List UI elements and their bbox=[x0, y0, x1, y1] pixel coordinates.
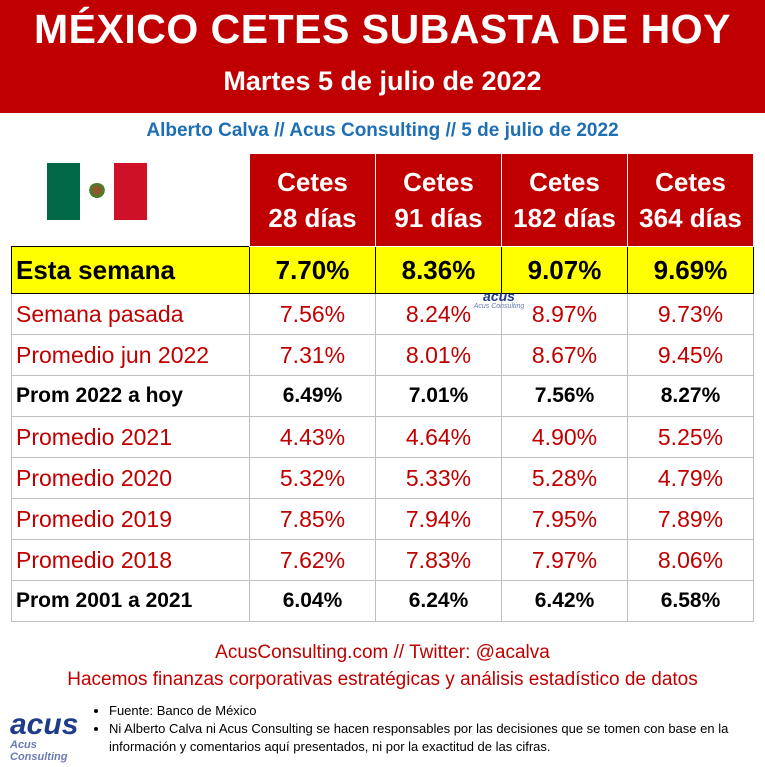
rate-cell: 5.32% bbox=[249, 457, 376, 499]
footnote-disclaimer: Ni Alberto Calva ni Acus Consulting se h… bbox=[109, 720, 765, 756]
rate-cell: 8.36% bbox=[375, 246, 502, 294]
row-label: Promedio 2018 bbox=[11, 539, 250, 581]
table-row-promedio-2019: Promedio 2019 7.85% 7.94% 7.95% 7.89% bbox=[11, 498, 754, 540]
column-header-182: Cetes 182 días bbox=[501, 153, 628, 247]
column-header-364: Cetes 364 días bbox=[627, 153, 754, 247]
rate-cell: 7.56% bbox=[501, 375, 628, 417]
row-label: Semana pasada bbox=[11, 293, 250, 335]
header-blank-cell bbox=[12, 154, 250, 247]
rate-cell: 9.07% bbox=[501, 246, 628, 294]
rate-cell: 9.69% bbox=[627, 246, 754, 294]
rate-cell: 6.49% bbox=[249, 375, 376, 417]
rate-cell: 7.01% bbox=[375, 375, 502, 417]
rate-cell: 7.97% bbox=[501, 539, 628, 581]
rate-cell: 6.58% bbox=[627, 580, 754, 622]
rate-cell: 7.70% bbox=[249, 246, 376, 294]
rate-cell: 7.62% bbox=[249, 539, 376, 581]
row-label: Promedio 2020 bbox=[11, 457, 250, 499]
eagle-emblem-icon bbox=[87, 182, 106, 201]
footnotes: Fuente: Banco de México Ni Alberto Calva… bbox=[92, 702, 765, 756]
rate-cell: 8.01% bbox=[375, 334, 502, 376]
byline: Alberto Calva // Acus Consulting // 5 de… bbox=[146, 120, 619, 141]
column-header-91: Cetes 91 días bbox=[375, 153, 502, 247]
page-subtitle: Martes 5 de julio de 2022 bbox=[223, 66, 542, 96]
title-banner: MÉXICO CETES SUBASTA DE HOY Martes 5 de … bbox=[0, 0, 765, 113]
rate-cell: 5.28% bbox=[501, 457, 628, 499]
rate-cell: 5.33% bbox=[375, 457, 502, 499]
rate-cell: 4.79% bbox=[627, 457, 754, 499]
rate-cell: 8.27% bbox=[627, 375, 754, 417]
contact-line: AcusConsulting.com // Twitter: @acalva bbox=[215, 642, 550, 663]
row-label: Esta semana bbox=[11, 246, 250, 294]
rate-cell: 4.64% bbox=[375, 416, 502, 458]
rate-cell: 7.31% bbox=[249, 334, 376, 376]
rate-cell: 7.85% bbox=[249, 498, 376, 540]
cetes-rates-table: Cetes 28 días Cetes 91 días Cetes 182 días … bbox=[11, 153, 754, 622]
table-row-promedio-2018: Promedio 2018 7.62% 7.83% 7.97% 8.06% bbox=[11, 539, 754, 581]
rate-cell: 7.83% bbox=[375, 539, 502, 581]
rate-cell: 8.97% bbox=[501, 293, 628, 335]
row-label: Promedio 2019 bbox=[11, 498, 250, 540]
row-label: Prom 2022 a hoy bbox=[11, 375, 250, 417]
tagline: Hacemos finanzas corporativas estratégic… bbox=[67, 669, 698, 690]
rate-cell: 8.67% bbox=[501, 334, 628, 376]
acus-logo: acus Acus Consulting bbox=[10, 708, 79, 764]
acus-watermark-logo: acus Acus Consulting bbox=[473, 288, 525, 310]
footnote-source: Fuente: Banco de México bbox=[109, 702, 765, 720]
rate-cell: 9.73% bbox=[627, 293, 754, 335]
rate-cell: 7.94% bbox=[375, 498, 502, 540]
rate-cell: 7.56% bbox=[249, 293, 376, 335]
table-row-promedio-2021: Promedio 2021 4.43% 4.64% 4.90% 5.25% bbox=[11, 416, 754, 458]
rate-cell: 6.24% bbox=[375, 580, 502, 622]
table-row-prom-2022-a-hoy: Prom 2022 a hoy 6.49% 7.01% 7.56% 8.27% bbox=[11, 375, 754, 417]
row-label: Prom 2001 a 2021 bbox=[11, 580, 250, 622]
table-row-promedio-jun-2022: Promedio jun 2022 7.31% 8.01% 8.67% 9.45… bbox=[11, 334, 754, 376]
mexico-flag-icon bbox=[47, 163, 147, 220]
rate-cell: 8.06% bbox=[627, 539, 754, 581]
table-row-esta-semana: Esta semana 7.70% 8.36% 9.07% 9.69% bbox=[11, 246, 754, 294]
table-row-semana-pasada: Semana pasada 7.56% 8.24% 8.97% 9.73% bbox=[11, 293, 754, 335]
page-title: MÉXICO CETES SUBASTA DE HOY bbox=[34, 6, 731, 52]
rate-cell: 7.95% bbox=[501, 498, 628, 540]
table-header-row: Cetes 28 días Cetes 91 días Cetes 182 días … bbox=[12, 153, 754, 247]
table-row-prom-2001-a-2021: Prom 2001 a 2021 6.04% 6.24% 6.42% 6.58% bbox=[11, 580, 754, 622]
rate-cell: 7.89% bbox=[627, 498, 754, 540]
column-header-28: Cetes 28 días bbox=[249, 153, 376, 247]
rate-cell: 6.04% bbox=[249, 580, 376, 622]
row-label: Promedio 2021 bbox=[11, 416, 250, 458]
rate-cell: 5.25% bbox=[627, 416, 754, 458]
rate-cell: 4.90% bbox=[501, 416, 628, 458]
table-row-promedio-2020: Promedio 2020 5.32% 5.33% 5.28% 4.79% bbox=[11, 457, 754, 499]
rate-cell: 9.45% bbox=[627, 334, 754, 376]
rate-cell: 4.43% bbox=[249, 416, 376, 458]
row-label: Promedio jun 2022 bbox=[11, 334, 250, 376]
rate-cell: 6.42% bbox=[501, 580, 628, 622]
